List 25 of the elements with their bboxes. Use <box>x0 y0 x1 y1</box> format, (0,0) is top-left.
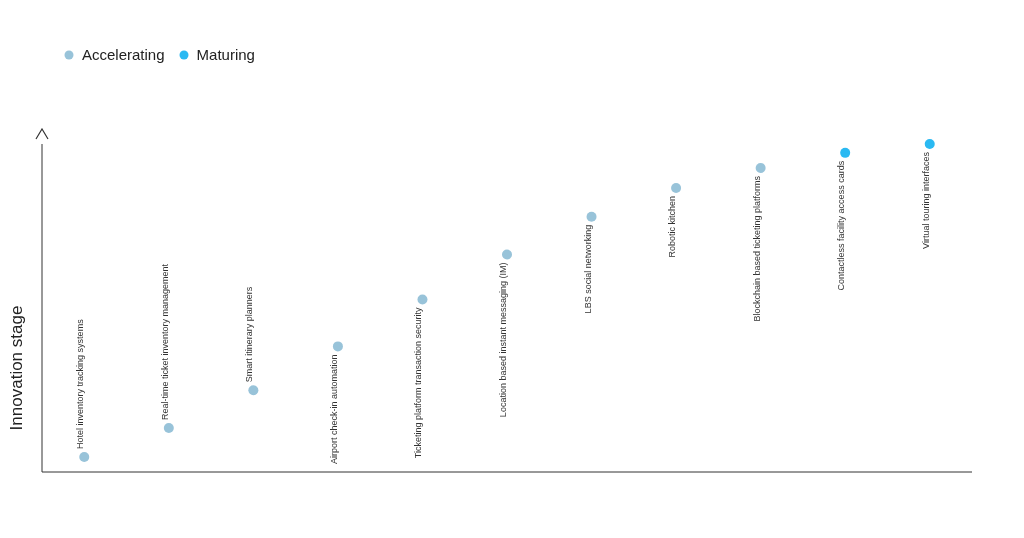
legend-label: Maturing <box>196 46 255 63</box>
point <box>586 211 597 222</box>
point <box>924 139 935 149</box>
point <box>755 162 766 173</box>
x-tick-label: Real-time ticket inventory management <box>159 263 170 421</box>
x-tick-label: Location based instant messaging (IM) <box>498 262 508 418</box>
x-tick-label: LBS social networking <box>582 224 593 314</box>
x-tick-label: Contactless facility access cards <box>836 160 847 291</box>
x-tick-label: Airport check-in automation <box>328 354 339 464</box>
point <box>840 147 851 158</box>
x-tick-label: Robotic kitchen <box>667 195 678 258</box>
y-axis-title: Innovation stage <box>7 305 27 431</box>
point <box>79 451 90 462</box>
x-tick-label: Virtual touring interfaces <box>920 151 931 249</box>
point <box>417 294 428 305</box>
point <box>248 385 259 396</box>
x-tick-label: Blockchain based ticketing platforms <box>751 175 762 322</box>
point <box>671 182 682 193</box>
x-tick-label: Ticketing platform transaction security <box>413 306 424 459</box>
point <box>332 341 343 352</box>
x-tick-label: Hotel inventory tracking systems <box>75 318 86 449</box>
x-tick-label: Smart itinerary planners <box>244 286 255 383</box>
point <box>502 249 512 260</box>
legend-label: Accelerating <box>82 46 165 63</box>
point <box>163 423 174 434</box>
